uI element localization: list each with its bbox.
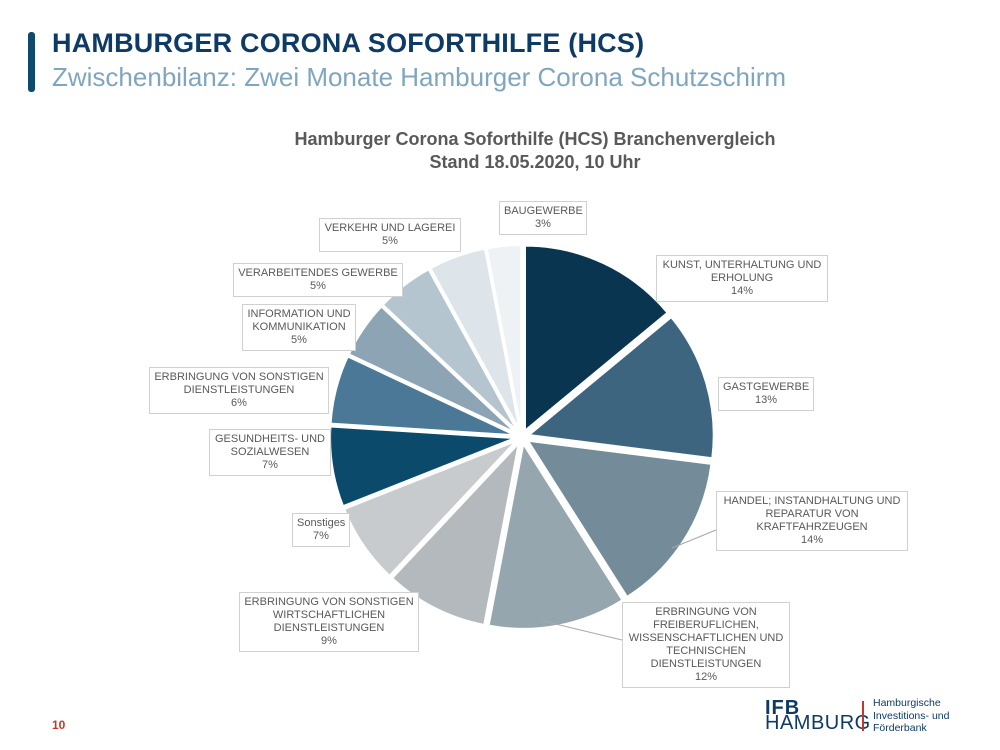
slice-percent: 12% — [694, 671, 718, 683]
slice-label-7: GESUNDHEITS- UND SOZIALWESEN 7% — [209, 429, 331, 476]
pie-slice-3 — [525, 439, 713, 599]
slice-label-11: VERKEHR UND LAGEREI 5% — [319, 218, 461, 252]
slice-label-5: ERBRINGUNG VON SONSTIGEN WIRTSCHAFTLICHE… — [239, 592, 419, 652]
slice-percent: 9% — [321, 635, 337, 647]
slice-percent: 14% — [730, 285, 754, 297]
pie-slice-12 — [485, 244, 523, 431]
pie-slice-6 — [342, 440, 517, 578]
slice-percent: 3% — [535, 218, 551, 230]
pie-slice-1 — [523, 244, 669, 433]
chart-title: Hamburger Corona Soforthilfe (HCS) Branc… — [294, 129, 776, 149]
slice-category: GASTGEWERBE — [723, 381, 810, 393]
pie-slice-11 — [429, 247, 521, 431]
slice-label-12: BAUGEWERBE 3% — [499, 201, 587, 235]
slice-label-6: Sonstiges 7% — [292, 513, 350, 547]
leader-line-2 — [542, 620, 623, 641]
page-number: 10 — [52, 718, 66, 732]
slice-percent: 13% — [754, 394, 778, 406]
slice-category: ERBRINGUNG VON SONSTIGEN DIENSTLEISTUNGE… — [154, 371, 324, 396]
logo-ifb: IFB — [765, 697, 801, 719]
slice-category: BAUGEWERBE — [504, 205, 583, 217]
pie-slice-10 — [381, 267, 519, 433]
slice-percent: 5% — [291, 334, 307, 346]
slice-percent: 6% — [231, 397, 247, 409]
slice-label-4: ERBRINGUNG VON FREIBERUFLICHEN, WISSENSC… — [622, 602, 790, 688]
slice-percent: 14% — [800, 534, 824, 546]
slice-percent: 5% — [310, 280, 326, 292]
slice-label-3: HANDEL; INSTANDHALTUNG UND REPARATUR VON… — [716, 491, 908, 551]
slice-category: ERBRINGUNG VON SONSTIGEN WIRTSCHAFTLICHE… — [244, 596, 414, 634]
slice-category: VERKEHR UND LAGEREI — [324, 222, 456, 234]
pie-slice-4 — [487, 441, 624, 630]
slice-label-8: ERBRINGUNG VON SONSTIGEN DIENSTLEISTUNGE… — [149, 367, 329, 414]
slice-label-1: KUNST, UNTERHALTUNG UND ERHOLUNG 14% — [656, 255, 828, 302]
pie-slice-7 — [329, 425, 516, 508]
slice-category: ERBRINGUNG VON FREIBERUFLICHEN, WISSENSC… — [628, 606, 784, 670]
slide-subtitle: Zwischenbilanz: Zwei Monate Hamburger Co… — [52, 62, 787, 92]
slice-category: GESUNDHEITS- UND SOZIALWESEN — [214, 433, 325, 458]
logo-bank-name: Hamburgische Investitions- und Förderban… — [873, 697, 950, 734]
slice-category: INFORMATION UND KOMMUNIKATION — [247, 308, 351, 333]
title-accent-bar — [28, 32, 35, 92]
slice-percent: 7% — [313, 530, 329, 542]
pie-slice-5 — [390, 440, 521, 627]
slice-label-10: VERARBEITENDES GEWERBE 5% — [233, 263, 403, 297]
slice-category: KUNST, UNTERHALTUNG UND ERHOLUNG — [662, 259, 822, 284]
pie-slice-2 — [526, 315, 715, 460]
pie-slice-9 — [347, 305, 517, 434]
pie-slice-8 — [329, 355, 516, 437]
slice-label-2: GASTGEWERBE 13% — [718, 377, 814, 411]
logo-divider — [862, 701, 864, 731]
slice-percent: 7% — [262, 459, 278, 471]
slice-category: Sonstiges — [297, 517, 346, 529]
chart-subtitle: Stand 18.05.2020, 10 Uhr — [429, 152, 641, 172]
slice-category: VERARBEITENDES GEWERBE — [238, 267, 398, 279]
leader-line-1 — [671, 529, 717, 549]
slide-title: HAMBURGER CORONA SOFORTHILFE (HCS) — [52, 28, 645, 58]
slice-category: HANDEL; INSTANDHALTUNG UND REPARATUR VON… — [723, 495, 901, 533]
slice-percent: 5% — [382, 235, 398, 247]
logo-hamburg: HAMBURG — [765, 712, 871, 734]
chart-title-block: Hamburger Corona Soforthilfe (HCS) Branc… — [235, 128, 835, 174]
slice-label-9: INFORMATION UND KOMMUNIKATION 5% — [242, 304, 356, 351]
